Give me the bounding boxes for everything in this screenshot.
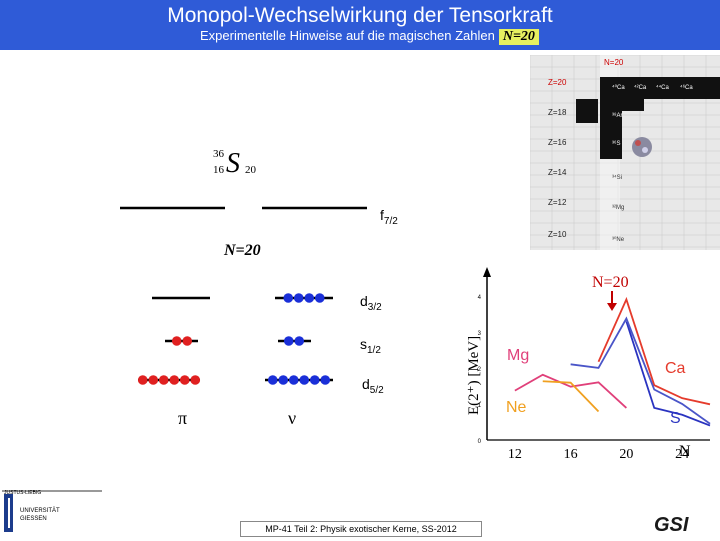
university-logo: JUSTUS-LIEBIG UNIVERSITÄT GIESSEN <box>2 490 102 536</box>
nuclide-row-label: Z=20 <box>548 78 567 87</box>
nucleus-mass: 36 <box>213 148 224 160</box>
neutron-d32-nucleon <box>283 293 294 303</box>
level-label-d52: d5/2 <box>362 376 384 396</box>
annotation-arrowhead <box>607 303 617 311</box>
y-tick-label: 3 <box>478 331 482 337</box>
university-line-2: UNIVERSITÄT <box>20 507 60 514</box>
neutron-symbol: ν <box>288 408 297 428</box>
chart-annotation: N=20 <box>592 274 629 291</box>
y-axis-label: E(2⁺) [MeV] <box>466 336 482 415</box>
proton-d52-nucleon <box>169 375 180 385</box>
subtitle-text: Experimentelle Hinweise auf die magische… <box>200 28 495 43</box>
nucleon-occupancy <box>137 293 331 385</box>
series-label-mg: Mg <box>507 347 529 364</box>
nuclide-cell-label: ⁴²Ca <box>634 84 647 91</box>
level-label-s12: s1/2 <box>360 336 381 356</box>
nucleus-charge: 16 <box>213 164 224 176</box>
shell-gap-label: N=20 <box>224 242 261 259</box>
series-label-ne: Ne <box>506 399 527 416</box>
university-line-3: GIESSEN <box>20 516 47 522</box>
nuclide-cell-label: ³⁸Ar <box>612 112 623 119</box>
proton-d52-nucleon <box>190 375 201 385</box>
x-tick-label: 16 <box>564 447 578 462</box>
nucleus-symbol: 36 16 S 20 <box>213 148 273 188</box>
y-tick-label: 4 <box>478 295 482 301</box>
nucleus-neutrons: 20 <box>245 164 256 176</box>
nuclide-row-label: Z=14 <box>548 168 567 177</box>
neutron-s12-nucleon <box>294 336 305 346</box>
header-banner: Monopol-Wechselwirkung der Tensorkraft E… <box>0 0 720 50</box>
proton-d52-nucleon <box>158 375 169 385</box>
series-line-ca <box>597 296 711 406</box>
neutron-s12-nucleon <box>283 336 294 346</box>
series-label-s: S <box>670 410 681 427</box>
nuclide-row-label: Z=16 <box>548 138 567 147</box>
x-tick-label: 20 <box>619 447 633 462</box>
nuclide-cell-label: ³²Mg <box>612 205 624 211</box>
series-line-mg <box>514 373 627 409</box>
neutron-d32-nucleon <box>293 293 304 303</box>
series-label-ca: Ca <box>665 360 686 377</box>
neutron-d52-nucleon <box>267 375 278 385</box>
series-line-s <box>625 321 711 427</box>
nuclide-cell-label: ⁴⁴Ca <box>656 84 669 91</box>
course-footer: MP-41 Teil 2: Physik exotischer Kerne, S… <box>240 521 482 537</box>
series-line-ne <box>542 380 600 413</box>
nuclide-row-label: Z=18 <box>548 108 567 117</box>
x-tick-label: 24 <box>675 447 689 462</box>
x-axis-label: N <box>679 443 691 460</box>
nuclide-chart: N=20 Z=20 Z=18 Z=16 Z=14 Z=12 Z=10 ⁴⁰Ca ⁴²Ca ⁴⁴… <box>530 55 720 250</box>
nuclide-n-label: N=20 <box>604 58 624 67</box>
neutron-d52-nucleon <box>299 375 310 385</box>
page-subtitle: Experimentelle Hinweise auf die magische… <box>200 28 539 45</box>
neutron-d32-nucleon <box>314 293 325 303</box>
level-label-f72: f7/2 <box>380 207 398 227</box>
neutron-d52-nucleon <box>278 375 289 385</box>
neutron-d52-nucleon <box>320 375 331 385</box>
gsi-logo-text: GSI <box>654 514 689 536</box>
nuclide-cell-label: ⁴⁰Ca <box>612 84 625 91</box>
y-tick-label: 0 <box>478 439 482 445</box>
nuclide-cell-label: ³⁰Ne <box>612 236 625 243</box>
proton-s12-nucleon <box>171 336 182 346</box>
nucleus-element: S <box>226 148 240 179</box>
nucleus-illustration <box>632 137 652 157</box>
nuclide-row-label: Z=10 <box>548 230 567 239</box>
proton-s12-nucleon <box>182 336 193 346</box>
proton-d52-nucleon <box>179 375 190 385</box>
level-label-d32: d3/2 <box>360 293 382 313</box>
proton-symbol: π <box>178 408 188 428</box>
subtitle-highlight: N=20 <box>498 29 539 45</box>
neutron-d52-nucleon <box>309 375 320 385</box>
x-tick-label: 12 <box>508 447 522 462</box>
university-line-1: JUSTUS-LIEBIG <box>4 490 41 496</box>
proton-d52-nucleon <box>137 375 148 385</box>
y-tick-label: 1 <box>478 403 482 409</box>
y-axis-arrow <box>483 267 491 277</box>
series-line-unlabeled <box>570 316 711 425</box>
neutron-d32-nucleon <box>304 293 315 303</box>
gsi-logo: GSI <box>650 512 718 536</box>
nuclide-row-label: Z=12 <box>548 198 567 207</box>
nuclide-cell-label: ⁴⁶Ca <box>680 84 693 91</box>
y-tick-label: 2 <box>478 367 482 373</box>
page-title: Monopol-Wechselwirkung der Tensorkraft <box>167 4 553 27</box>
nuclide-cell-label: ³⁴Si <box>612 174 622 181</box>
neutron-d52-nucleon <box>288 375 299 385</box>
proton-d52-nucleon <box>148 375 159 385</box>
nuclide-cell-label: ³⁶S <box>612 140 620 147</box>
